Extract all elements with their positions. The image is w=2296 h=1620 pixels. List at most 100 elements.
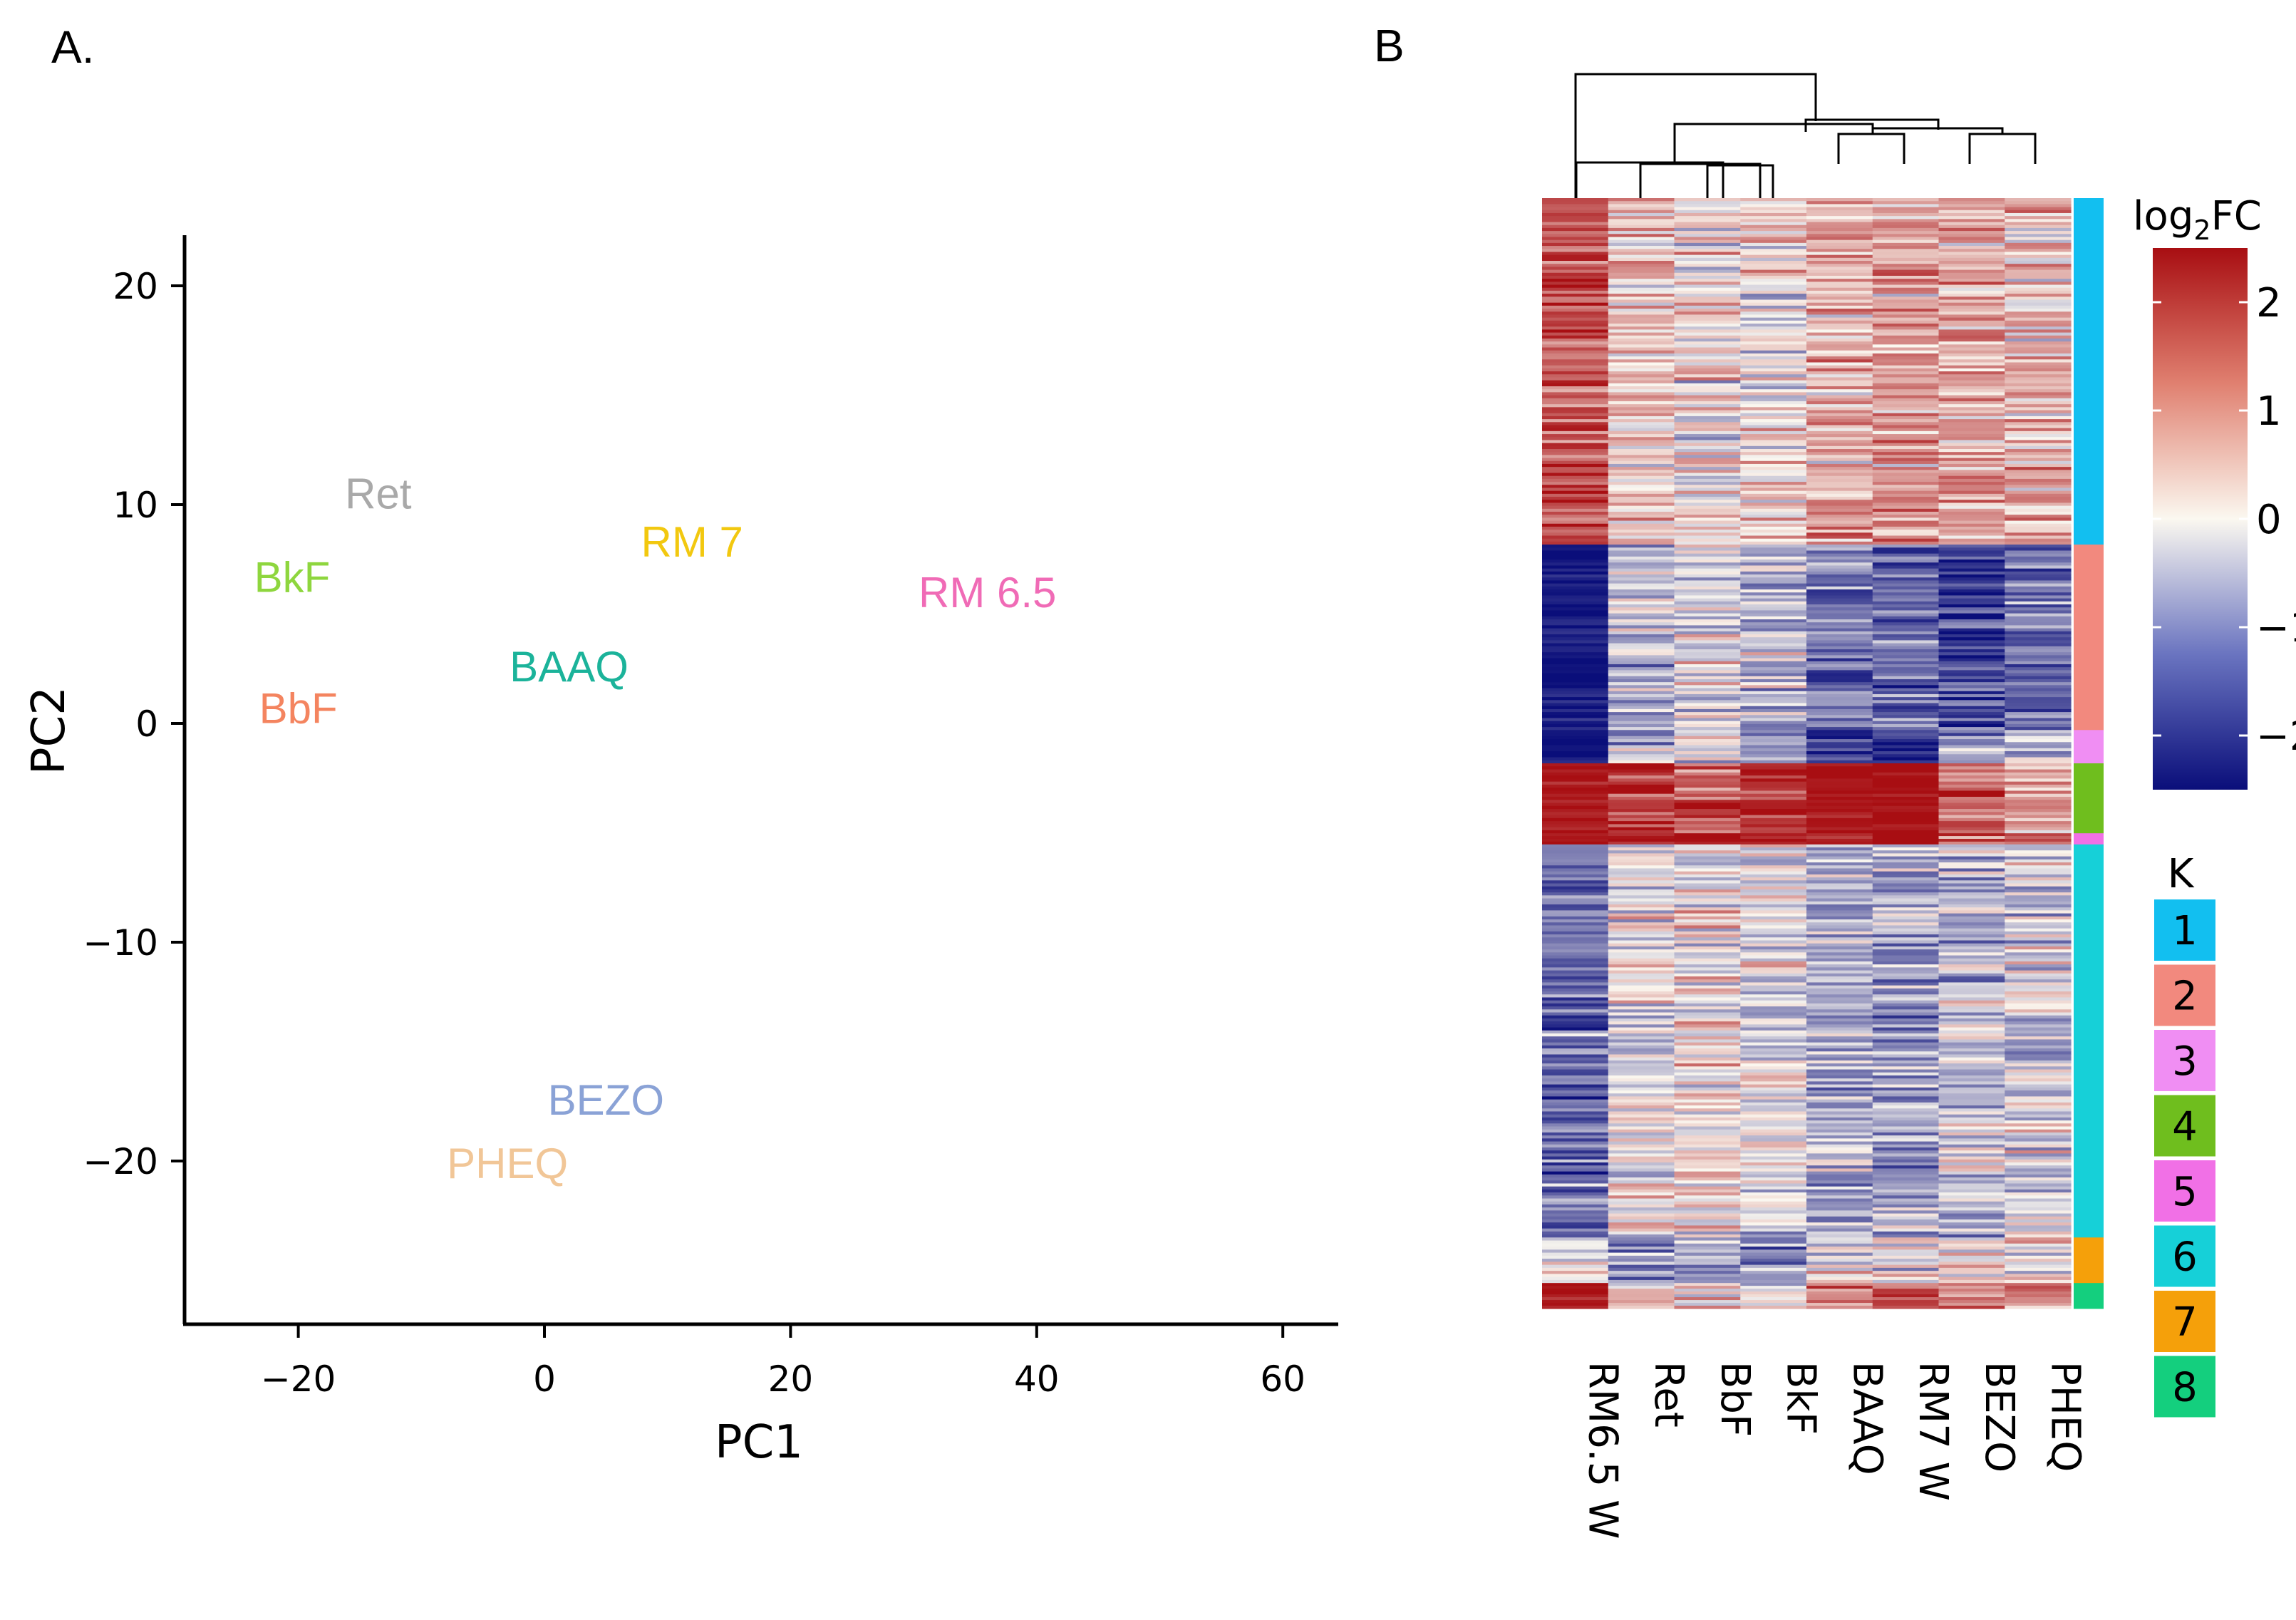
- heatmap-cell: [1872, 622, 1940, 626]
- heatmap-cell: [1740, 1000, 1807, 1004]
- heatmap-cell: [1938, 1090, 2005, 1094]
- heatmap-cell: [1608, 655, 1675, 659]
- heatmap-cell: [1872, 359, 1940, 363]
- heatmap-cell: [1938, 222, 2005, 226]
- heatmap-cell: [1806, 1234, 1873, 1238]
- heatmap-cell: [1608, 1274, 1675, 1278]
- heatmap-cell: [1674, 440, 1741, 444]
- heatmap-cell: [1542, 452, 1609, 455]
- heatmap-cell: [1938, 1210, 2005, 1214]
- heatmap-cell: [1608, 1087, 1675, 1091]
- heatmap-cell: [1542, 234, 1609, 238]
- heatmap-cell: [1608, 1249, 1675, 1254]
- heatmap-cell: [2005, 239, 2072, 244]
- heatmap-cell: [2005, 252, 2072, 256]
- heatmap-cell: [1542, 946, 1609, 950]
- heatmap-cell: [1608, 430, 1675, 435]
- heatmap-cell: [1674, 216, 1741, 220]
- heatmap-cell: [1938, 1045, 2005, 1049]
- heatmap-cell: [2005, 478, 2072, 483]
- heatmap-cell: [1674, 952, 1741, 956]
- heatmap-cell: [1872, 410, 1940, 414]
- heatmap-cell: [2005, 1096, 2072, 1100]
- heatmap-cell: [1674, 679, 1741, 683]
- heatmap-cell: [1674, 1267, 1741, 1271]
- heatmap-cell: [1542, 1267, 1609, 1271]
- heatmap-cell: [1542, 440, 1609, 444]
- heatmap-cell: [1542, 1138, 1609, 1142]
- heatmap-cell: [1938, 1262, 2005, 1266]
- heatmap-cell: [1674, 812, 1741, 816]
- heatmap-cell: [1608, 1225, 1675, 1229]
- heatmap-cell: [1806, 1264, 1873, 1269]
- heatmap-cell: [1608, 574, 1675, 578]
- heatmap-cell: [2005, 904, 2072, 908]
- heatmap-cell: [1674, 1072, 1741, 1076]
- heatmap-cell: [1806, 1066, 1873, 1070]
- heatmap-cell: [1542, 434, 1609, 438]
- heatmap-cell: [1608, 985, 1675, 989]
- heatmap-cell: [2005, 961, 2072, 965]
- heatmap-cell: [1674, 580, 1741, 584]
- heatmap-cell: [1674, 772, 1741, 776]
- heatmap-cell: [1674, 553, 1741, 557]
- heatmap-cell: [1938, 676, 2005, 680]
- heatmap-cell: [1542, 296, 1609, 301]
- heatmap-cell: [2005, 1066, 2072, 1070]
- heatmap-cell: [1806, 502, 1873, 507]
- heatmap-cell: [1674, 449, 1741, 453]
- heatmap-cell: [1806, 1072, 1873, 1076]
- heatmap-cell: [1938, 967, 2005, 971]
- heatmap-cell: [1806, 302, 1873, 306]
- heatmap-cell: [1806, 1069, 1873, 1073]
- heatmap-cell: [1740, 988, 1807, 992]
- heatmap-cell: [1806, 279, 1873, 282]
- heatmap-cell: [1806, 284, 1873, 289]
- heatmap-cell: [2005, 1171, 2072, 1175]
- heatmap-cell: [2005, 1045, 2072, 1049]
- heatmap-cell: [1542, 1180, 1609, 1185]
- heatmap-cell: [1542, 838, 1609, 842]
- heatmap-cell: [1542, 568, 1609, 572]
- heatmap-cell: [1806, 907, 1873, 911]
- heatmap-cell: [1740, 583, 1807, 587]
- heatmap-cell: [1740, 341, 1807, 345]
- heatmap-cell: [1740, 470, 1807, 474]
- heatmap-cell: [1674, 246, 1741, 249]
- heatmap-cell: [1938, 793, 2005, 798]
- heatmap-cell: [1872, 1048, 1940, 1052]
- heatmap-cell: [1542, 928, 1609, 932]
- heatmap-cell: [1674, 652, 1741, 656]
- heatmap-cell: [1674, 958, 1741, 962]
- heatmap-cell: [1740, 901, 1807, 905]
- heatmap-cell: [1740, 833, 1807, 837]
- heatmap-cell: [2005, 937, 2072, 941]
- heatmap-cell: [1872, 362, 1940, 366]
- heatmap-cell: [2005, 1072, 2072, 1076]
- heatmap-cell: [1938, 1183, 2005, 1187]
- heatmap-cell: [1542, 913, 1609, 917]
- heatmap-cell: [1608, 667, 1675, 671]
- heatmap-cell: [1740, 264, 1807, 267]
- heatmap-cell: [1806, 1180, 1873, 1185]
- cluster-legend-swatch: [2154, 1095, 2215, 1157]
- heatmap-cell: [2005, 1306, 2072, 1309]
- heatmap-cell: [1740, 571, 1807, 575]
- heatmap-cell: [2005, 601, 2072, 605]
- heatmap-cell: [1872, 1033, 1940, 1037]
- heatmap-cell: [1872, 883, 1940, 887]
- heatmap-cell: [1740, 505, 1807, 510]
- heatmap-cell: [1938, 359, 2005, 363]
- heatmap-cell: [1806, 404, 1873, 408]
- heatmap-cell: [1872, 784, 1940, 788]
- heatmap-cell: [1938, 985, 2005, 989]
- heatmap-cell: [1806, 520, 1873, 525]
- heatmap-cell: [1872, 931, 1940, 935]
- heatmap-cell: [1938, 913, 2005, 917]
- heatmap-cell: [1740, 425, 1807, 429]
- heatmap-cell: [1542, 1195, 1609, 1199]
- heatmap-cell: [1872, 284, 1940, 289]
- heatmap-cell: [1740, 1012, 1807, 1016]
- heatmap-cell: [2005, 844, 2072, 848]
- heatmap-cell: [2005, 389, 2072, 393]
